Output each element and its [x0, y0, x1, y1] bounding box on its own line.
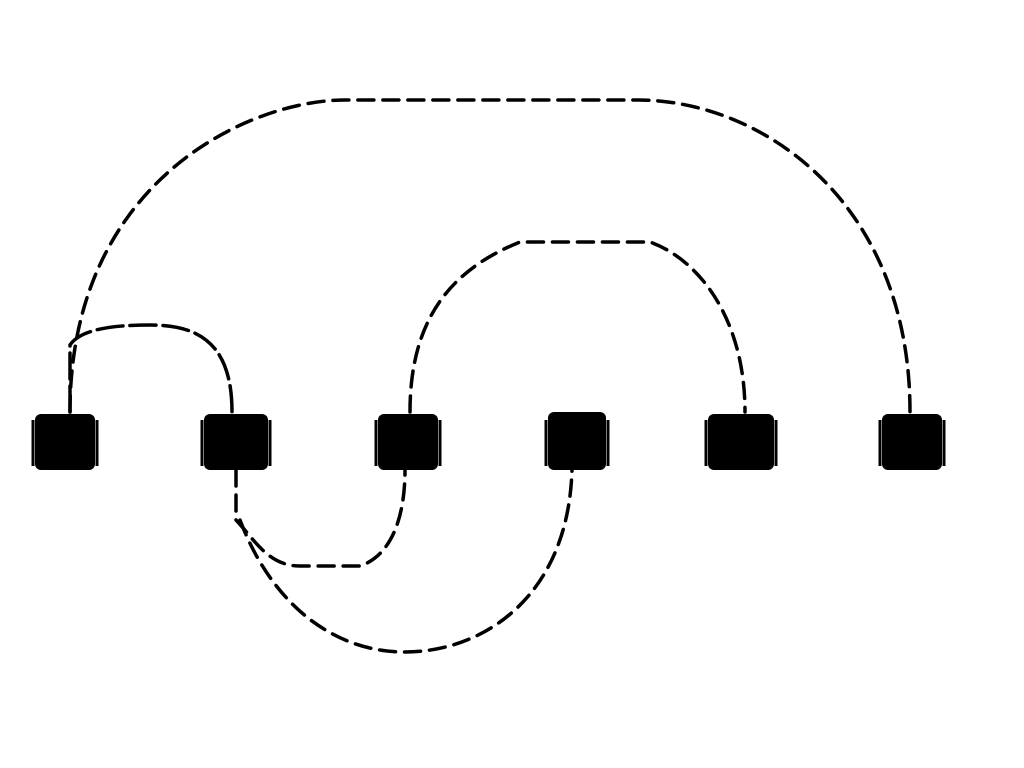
node-n4	[544, 412, 610, 470]
node-n2	[200, 414, 272, 470]
edge-n2-n4	[238, 468, 574, 654]
node-n1	[31, 414, 99, 470]
node-n6	[878, 414, 946, 470]
node-n3	[374, 414, 442, 470]
node-n5	[704, 414, 778, 470]
edge-n1-n6	[68, 98, 912, 414]
edge-n3-n5	[408, 240, 747, 414]
edge-n2-n3	[234, 468, 407, 568]
edge-n1-n2	[68, 323, 234, 414]
